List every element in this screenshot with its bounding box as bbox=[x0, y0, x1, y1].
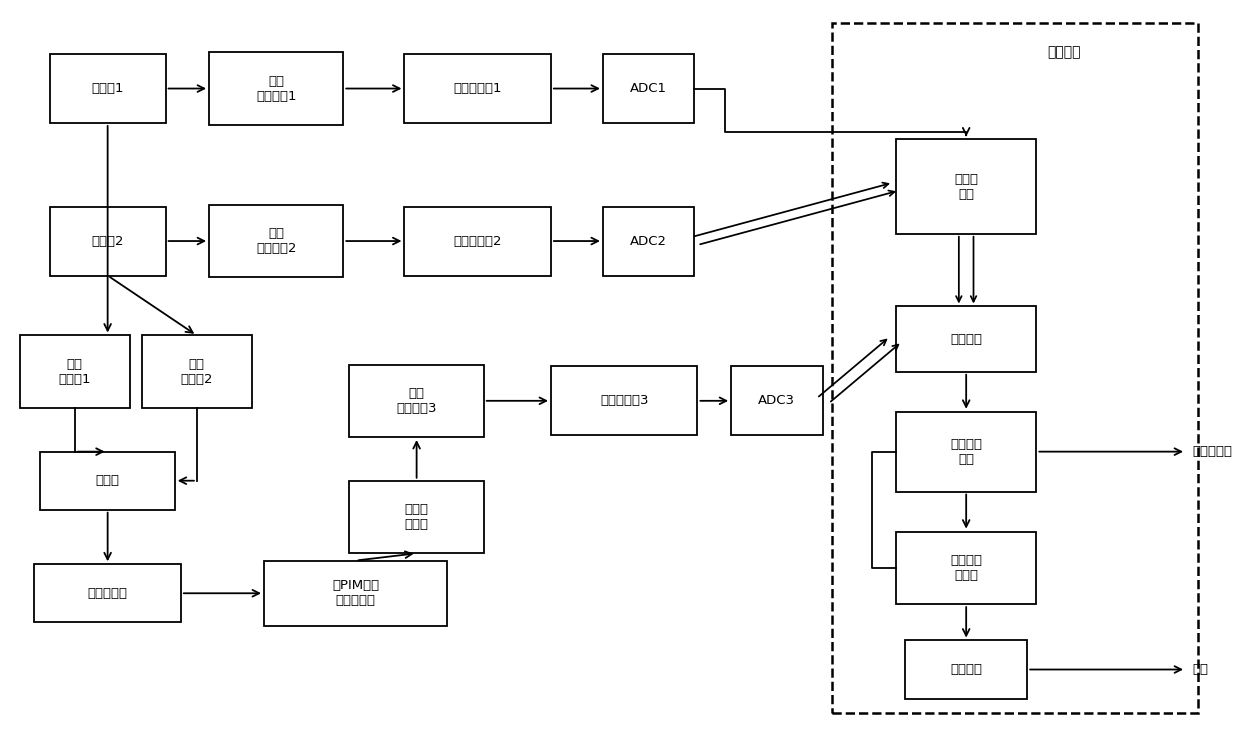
Bar bbox=[141, 335, 252, 408]
Text: 信号源2: 信号源2 bbox=[92, 235, 124, 248]
Bar bbox=[897, 412, 1037, 491]
Bar bbox=[732, 366, 822, 435]
Text: 相位: 相位 bbox=[1192, 663, 1208, 676]
Text: 补偿延时
和频偏: 补偿延时 和频偏 bbox=[950, 554, 982, 582]
Bar bbox=[210, 52, 343, 125]
Text: 低噪声
放大器: 低噪声 放大器 bbox=[404, 503, 429, 531]
Text: 信号源1: 信号源1 bbox=[92, 82, 124, 95]
Bar bbox=[20, 335, 130, 408]
Text: 功率
放大器1: 功率 放大器1 bbox=[58, 358, 91, 386]
Text: 处理模块: 处理模块 bbox=[1047, 45, 1080, 59]
Bar bbox=[897, 531, 1037, 604]
Bar bbox=[264, 561, 448, 626]
Text: 低通滤波器2: 低通滤波器2 bbox=[454, 235, 502, 248]
Bar bbox=[905, 641, 1027, 698]
Text: 低通滤波器1: 低通滤波器1 bbox=[454, 82, 502, 95]
Text: 搜索峰值
位置: 搜索峰值 位置 bbox=[950, 437, 982, 466]
Text: 正交
下变频器1: 正交 下变频器1 bbox=[255, 74, 296, 103]
Bar bbox=[41, 452, 175, 510]
Bar bbox=[50, 54, 166, 123]
Text: 低PIM接收
带通滤波器: 低PIM接收 带通滤波器 bbox=[332, 580, 379, 607]
Bar bbox=[603, 206, 694, 276]
Text: 延时和频偏: 延时和频偏 bbox=[1192, 445, 1233, 458]
Text: 计算相位: 计算相位 bbox=[950, 663, 982, 676]
Text: 合路器: 合路器 bbox=[95, 474, 119, 487]
Text: ADC2: ADC2 bbox=[630, 235, 667, 248]
Text: ADC3: ADC3 bbox=[759, 394, 795, 408]
Bar bbox=[210, 205, 343, 277]
Text: 正交
下变频器3: 正交 下变频器3 bbox=[397, 387, 436, 415]
Bar bbox=[404, 54, 551, 123]
Bar bbox=[897, 139, 1037, 234]
Bar bbox=[603, 54, 694, 123]
Text: 无源被测件: 无源被测件 bbox=[88, 587, 128, 600]
Bar bbox=[897, 306, 1037, 372]
Text: 低通滤波器3: 低通滤波器3 bbox=[600, 394, 649, 408]
Text: 正交
下变频器2: 正交 下变频器2 bbox=[255, 227, 296, 255]
Text: ADC1: ADC1 bbox=[630, 82, 667, 95]
Bar bbox=[832, 23, 1198, 713]
Bar bbox=[404, 206, 551, 276]
Text: 功率
放大器2: 功率 放大器2 bbox=[181, 358, 213, 386]
Text: 非线性
映射: 非线性 映射 bbox=[954, 173, 978, 200]
Bar bbox=[35, 564, 181, 623]
Bar bbox=[350, 364, 484, 437]
Bar bbox=[551, 366, 697, 435]
Bar bbox=[50, 206, 166, 276]
Text: 相关运算: 相关运算 bbox=[950, 332, 982, 346]
Bar bbox=[350, 480, 484, 553]
